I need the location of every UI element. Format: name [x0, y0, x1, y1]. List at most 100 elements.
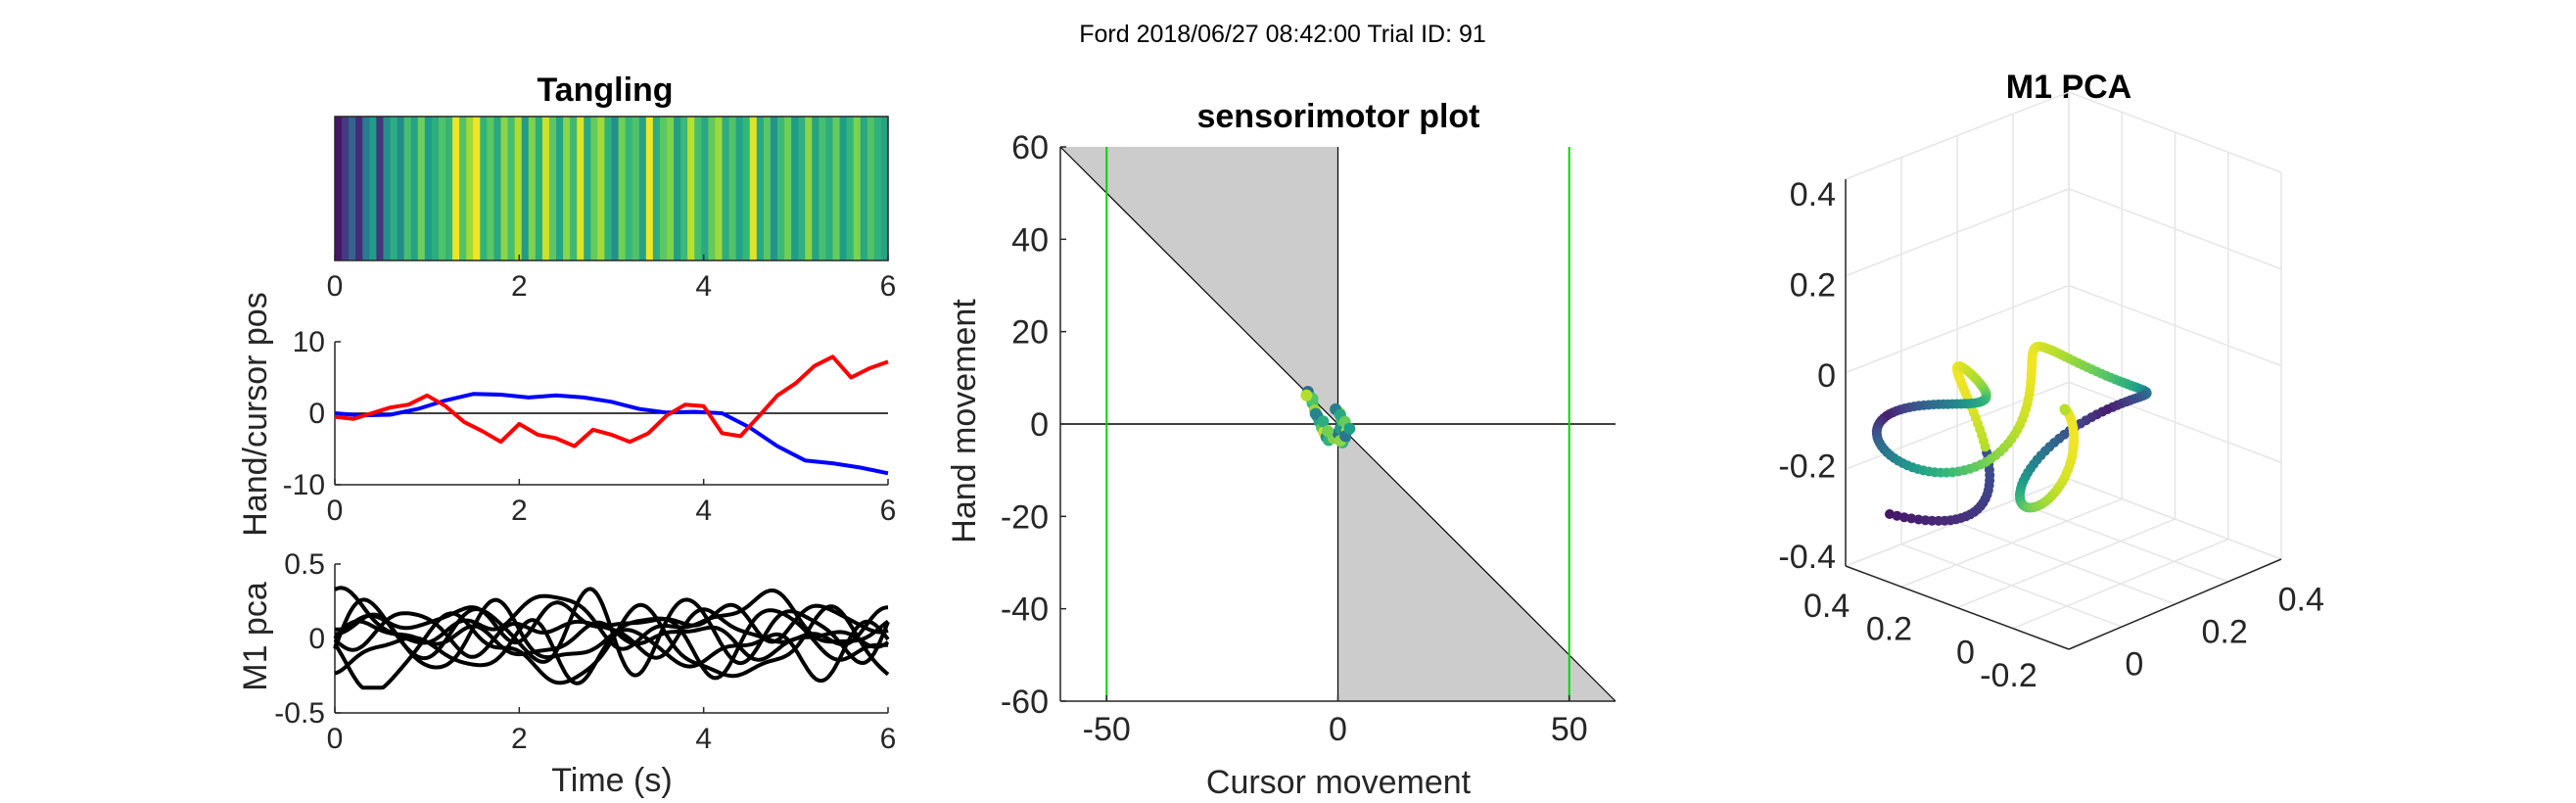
m1-pca-xtick-label: 0	[327, 723, 344, 755]
hand-cursor-ytick-label: 0	[308, 398, 325, 430]
tangling-cell	[410, 117, 419, 260]
hand-cursor-xtick-label: 6	[880, 495, 897, 527]
tangling-cell	[459, 117, 467, 260]
tangling-cell	[763, 117, 772, 260]
m1-pca-ylabel: M1 pca	[237, 582, 274, 691]
tangling-axes-box	[334, 116, 889, 261]
sensorimotor-point	[1309, 407, 1322, 420]
tangling-cell	[770, 117, 778, 260]
sensorimotor-title: sensorimotor plot	[1196, 98, 1479, 135]
sensorimotor-ylabel: Hand movement	[946, 299, 983, 543]
m1-pca-traces-panel: 0 2 4 60.50-0.5 M1 pca Time (s)	[237, 548, 896, 799]
tangling-cell	[777, 117, 785, 260]
tangling-cell	[397, 117, 405, 260]
cursor-position-line	[334, 354, 889, 449]
tangling-cell	[563, 117, 571, 260]
m1-pca-3d-plot: 0.40.20-0.2-0.40.40.20-0.2 00.20.4	[1778, 91, 2324, 694]
tangling-cell	[514, 117, 523, 260]
tangling-cell	[638, 117, 647, 260]
tangling-cell	[355, 117, 363, 260]
sensorimotor-ytick-label: 20	[1011, 314, 1049, 352]
sensorimotor-xlabel: Cursor movement	[1206, 764, 1472, 801]
pca3d-gridline	[2068, 478, 2282, 560]
pca3d-gridline	[1845, 381, 2282, 470]
pca3d-ztick-label: 0	[1817, 357, 1836, 395]
pca3d-xtick-label: 0	[1956, 634, 1975, 671]
tangling-cell	[819, 117, 827, 260]
time-xlabel: Time (s)	[551, 762, 672, 799]
tangling-cell	[369, 117, 377, 260]
tangling-cell	[694, 117, 702, 260]
pca3d-ytick-label: 0.2	[2202, 613, 2248, 650]
m1-pca-trace	[334, 618, 890, 685]
pca3d-yaxis-line	[2068, 558, 2282, 650]
tangling-cell	[424, 117, 433, 260]
tangling-cell	[521, 117, 530, 260]
m1-pca-ytick-label: -0.5	[274, 697, 325, 730]
tangling-cell	[756, 117, 765, 260]
pca3d-ztick-label: 0.4	[1790, 176, 1836, 213]
tangling-cell	[403, 117, 412, 260]
sensorimotor-point	[1343, 422, 1356, 435]
tangling-cell	[376, 117, 385, 260]
pca3d-xaxis-line	[1845, 565, 2070, 650]
tangling-cell	[873, 117, 882, 260]
pca3d-gridline	[1956, 518, 2176, 609]
m1-pca-traces-plot: 0 2 4 60.50-0.5	[274, 548, 896, 755]
tangling-cell	[687, 117, 695, 260]
tangling-cell	[652, 117, 661, 260]
tangling-cell	[784, 117, 792, 260]
sensorimotor-ytick-label: 60	[1011, 129, 1049, 166]
hand-cursor-xtick-label: 4	[695, 495, 712, 527]
tangling-cell	[500, 117, 509, 260]
tangling-cell	[880, 117, 889, 260]
tangling-cell	[812, 117, 820, 260]
sensorimotor-plot: -50 0 50 60 40 20 0 -20 -40 -60	[1001, 129, 1616, 748]
tangling-cell	[611, 117, 620, 260]
figure-suptitle: Ford 2018/06/27 08:42:00 Trial ID: 91	[1079, 21, 1486, 48]
sensorimotor-ytick-label: 40	[1011, 221, 1049, 259]
pca3d-xtick-label: 0.4	[1803, 588, 1850, 625]
m1-pca-ytick-label: 0	[308, 623, 325, 655]
tangling-xtick-label: 4	[695, 270, 712, 303]
tangling-cell	[556, 117, 564, 260]
sensorimotor-point	[1317, 415, 1330, 428]
tangling-cell	[570, 117, 578, 260]
m1-pca-3d-panel: M1 PCA 0.40.20-0.2-0.40.40.20-0.2 00.20.4	[1778, 69, 2323, 694]
sensorimotor-xtick-label: 50	[1551, 711, 1588, 748]
pca3d-ytick-label: 0.4	[2278, 581, 2324, 618]
tangling-cell	[480, 117, 488, 260]
tangling-cell	[590, 117, 598, 260]
hand-cursor-ytick-label: -10	[283, 469, 325, 501]
tangling-xtick-label: 2	[511, 270, 528, 303]
tangling-cell	[735, 117, 744, 260]
tangling-xtick-label: 6	[880, 270, 897, 303]
hand-cursor-xtick-label: 0	[327, 495, 344, 527]
tangling-cell	[825, 117, 834, 260]
sensorimotor-xtick-label: 0	[1329, 711, 1347, 748]
m1-pca-xtick-label: 6	[880, 723, 897, 755]
tangling-cell	[749, 117, 758, 260]
m1-pca-ytick-label: 0.5	[284, 548, 325, 581]
tangling-cell	[659, 117, 668, 260]
sensorimotor-point	[1300, 389, 1313, 402]
tangling-cell	[473, 117, 481, 260]
sensorimotor-ytick-label: -40	[1001, 591, 1049, 629]
tangling-title: Tangling	[537, 71, 673, 109]
tangling-cell	[728, 117, 737, 260]
sensorimotor-xtick-label: -50	[1083, 711, 1131, 748]
sensorimotor-point	[1322, 425, 1335, 438]
tangling-cell	[674, 117, 681, 260]
tangling-cell	[584, 117, 591, 260]
hand-cursor-ylabel: Hand/cursor pos	[237, 292, 274, 536]
pca3d-gridline	[1845, 91, 2282, 180]
pca3d-gridline	[2012, 499, 2229, 583]
pca3d-xtick-label: 0.2	[1866, 611, 1912, 648]
m1-pca-xtick-label: 2	[511, 723, 528, 755]
tangling-cell	[791, 117, 799, 260]
tangling-cell	[528, 117, 537, 260]
tangling-cell	[645, 117, 654, 260]
tangling-cell	[805, 117, 813, 260]
